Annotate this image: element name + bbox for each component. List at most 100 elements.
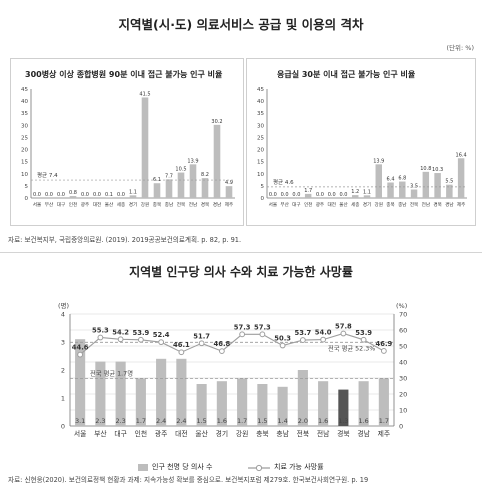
mortality-point [137,336,144,343]
data-label: 1.7 [304,188,312,194]
x-tick-label: 충북 [153,201,161,208]
data-label: 41.5 [139,91,150,97]
bar [338,389,349,426]
mortality-label: 44.6 [72,344,89,352]
bar [257,384,268,426]
x-tick-label: 제주 [457,201,465,208]
mortality-point [97,334,104,341]
average-label: 평균 7.4 [37,172,58,179]
mortality-point [77,351,84,358]
x-tick-label: 전남 [317,429,330,438]
bar-value-label: 2.4 [156,417,166,425]
x-tick-label: 강원 [375,201,383,208]
bar [277,386,288,426]
x-tick-label: 대구 [57,201,65,208]
bar-value-label: 2.4 [176,417,186,425]
bar [75,339,86,426]
data-label: 1.1 [363,189,371,195]
mortality-label: 57.3 [254,323,271,331]
y-tick-label: 15 [21,160,28,166]
x-tick-label: 광주 [316,201,324,208]
bar [153,183,161,198]
bar-value-label: 1.3 [338,417,348,425]
mortality-label: 51.7 [193,332,210,340]
left-tick-label: 2 [61,367,65,375]
page-title: 지역별(시·도) 의료서비스 공급 및 이용의 격차 [118,17,364,32]
bar-value-label: 1.7 [237,417,247,425]
left-tick-label: 1 [61,395,65,403]
mortality-point [239,331,246,338]
y-tick-label: 20 [257,148,264,154]
x-tick-label: 울산 [195,429,208,438]
data-label: 8.2 [201,172,209,178]
y-tick-label: 15 [257,160,264,166]
bar [297,370,308,426]
bar-value-label: 1.6 [358,417,368,425]
x-tick-label: 대전 [175,429,188,438]
bar-value-label: 1.6 [318,417,328,425]
combo-chart-doctors-mortality: 0 10 20 30 40 50 60 70 0 1 2 3 4(명) (%) 3.1 서울 2.3 부산 2.3 대… [58,301,407,438]
data-label: 0.1 [105,192,113,198]
mortality-line [79,332,385,356]
y-tick-label: 45 [257,87,264,93]
data-label: 6.8 [398,176,406,182]
bar [141,97,149,198]
x-tick-label: 광주 [155,430,168,438]
right-tick-label: 30 [399,375,407,383]
bar [196,384,207,426]
data-label: 30.2 [211,119,222,125]
mortality-label: 46.9 [375,340,392,348]
bar [69,196,77,198]
data-label: 10.5 [175,167,186,173]
bar-chart-hospital-access: 0510152025303540450.0서울0.0부산0.0대구0.8인천0.… [21,87,235,208]
mortality-label: 46.8 [213,340,230,348]
national-avg-mortality-label: 전국 평균 52.3% [328,343,375,352]
x-tick-label: 대구 [114,430,127,438]
data-label: 0.0 [57,192,65,198]
bar [237,378,248,426]
x-tick-label: 경기 [216,429,229,438]
bar-value-label: 1.7 [136,417,146,425]
mortality-label: 53.9 [132,329,149,337]
data-label: 1.2 [351,189,359,195]
x-tick-label: 인천 [69,201,77,208]
x-tick-label: 충북 [386,201,394,208]
data-label: 6.4 [387,176,395,182]
bar-value-label: 1.5 [196,417,206,425]
bar [410,189,418,198]
x-tick-label: 경남 [357,429,370,438]
data-label: 0.0 [33,192,41,198]
data-label: 0.0 [281,192,289,198]
left-tick-label: 3 [61,339,65,347]
data-label: 0.0 [45,192,53,198]
bar [216,381,227,426]
right-tick-label: 50 [399,343,407,351]
legend: 인구 천명 당 의사 수 치료 가능 사망률 [138,462,358,474]
right-tick-label: 0 [399,423,403,431]
bar [115,361,126,426]
mortality-label: 52.4 [153,331,170,339]
unit-label: (단위: %) [446,44,474,52]
mortality-point [299,337,306,343]
x-tick-label: 제주 [378,430,391,438]
data-label: 0.0 [93,192,101,198]
mortality-point [320,336,327,343]
bar [446,184,453,198]
bar-value-label: 3.1 [75,417,85,425]
data-label: 0.0 [269,192,277,198]
data-label: 13.9 [373,158,384,164]
bar [457,158,465,198]
x-tick-label: 대전 [327,201,335,208]
bar-value-label: 1.6 [217,417,227,425]
section-divider [0,252,482,253]
x-tick-label: 인천 [304,201,312,208]
bar-value-label: 2.3 [115,417,125,425]
bar [358,381,369,426]
bar [165,179,173,198]
x-tick-label: 경북 [433,201,441,208]
right-tick-label: 40 [399,359,407,367]
data-label: 7.7 [165,173,173,179]
bar [352,195,359,198]
y-tick-label: 25 [21,135,28,141]
mortality-point [279,342,286,349]
